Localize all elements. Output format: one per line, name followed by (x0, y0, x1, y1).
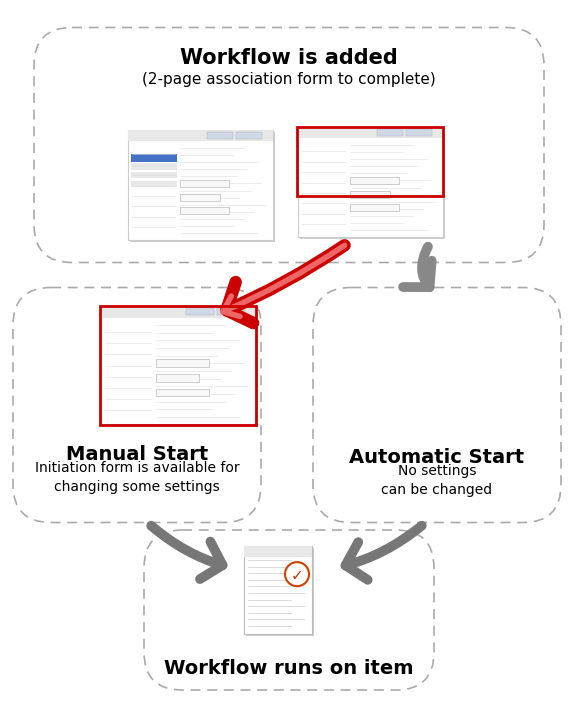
Bar (298, 127, 443, 237)
Bar (246, 548, 314, 636)
FancyBboxPatch shape (102, 308, 258, 426)
Text: Manual Start: Manual Start (66, 445, 208, 464)
FancyBboxPatch shape (13, 287, 261, 523)
Bar (156, 389, 209, 396)
Bar (350, 204, 399, 211)
Bar (131, 163, 177, 170)
Bar (131, 172, 177, 178)
Bar (377, 129, 403, 135)
FancyBboxPatch shape (34, 28, 544, 262)
Bar (244, 546, 312, 557)
Circle shape (283, 560, 311, 588)
FancyArrowPatch shape (346, 525, 422, 580)
FancyBboxPatch shape (144, 530, 434, 690)
FancyBboxPatch shape (129, 132, 275, 242)
Bar (350, 191, 390, 198)
FancyArrowPatch shape (151, 525, 223, 579)
FancyBboxPatch shape (313, 287, 561, 523)
Bar (244, 546, 312, 634)
Bar (186, 308, 214, 315)
Bar (180, 207, 229, 214)
Bar (128, 130, 272, 141)
Bar (131, 180, 177, 188)
Text: (2-page association form to complete): (2-page association form to complete) (142, 72, 436, 87)
Bar (100, 305, 256, 424)
Text: Automatic Start: Automatic Start (350, 448, 525, 467)
Text: Initiation form is available for
changing some settings: Initiation form is available for changin… (35, 461, 239, 493)
Bar (156, 359, 209, 366)
FancyBboxPatch shape (299, 129, 444, 239)
Bar (131, 154, 177, 162)
Bar (297, 126, 443, 195)
Bar (406, 129, 432, 135)
Text: Workflow runs on item: Workflow runs on item (164, 659, 414, 677)
Bar (180, 194, 220, 201)
Text: Workflow is added: Workflow is added (180, 48, 398, 68)
Bar (236, 132, 262, 139)
Bar (101, 306, 255, 424)
Bar (217, 308, 244, 315)
Bar (156, 374, 199, 382)
FancyArrowPatch shape (403, 247, 432, 287)
Bar (298, 127, 443, 138)
Text: ✓: ✓ (291, 568, 303, 583)
Text: No settings
can be changed: No settings can be changed (381, 464, 492, 497)
FancyArrowPatch shape (223, 245, 344, 317)
Bar (208, 132, 234, 139)
Circle shape (285, 562, 309, 586)
FancyArrowPatch shape (227, 245, 344, 323)
Bar (101, 306, 255, 318)
Bar (350, 177, 399, 184)
Circle shape (285, 562, 309, 586)
Bar (128, 130, 272, 240)
Bar (180, 180, 229, 187)
